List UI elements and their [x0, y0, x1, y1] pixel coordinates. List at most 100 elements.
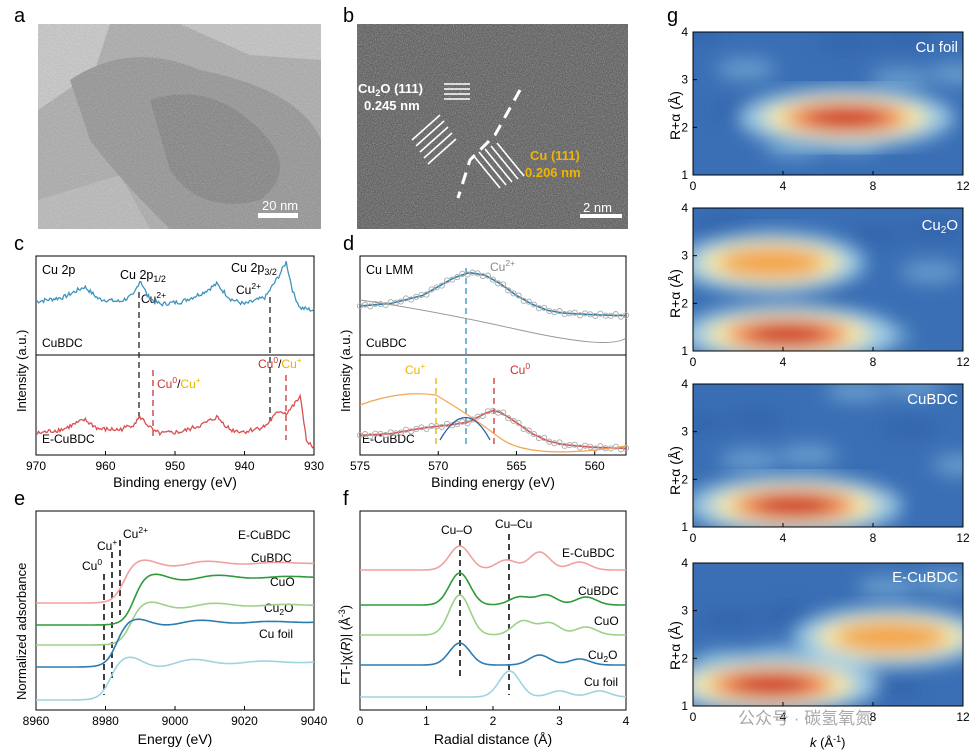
heatmap-peak [754, 495, 834, 516]
tem-image-a: 20 nm [38, 24, 321, 229]
panel-e-x-tick-label: 9000 [162, 714, 189, 728]
panel-d-point [408, 428, 415, 435]
annot-f-cuo: Cu–O [441, 523, 472, 537]
scale-bar-a [258, 213, 298, 218]
scale-label-b: 2 nm [583, 200, 612, 215]
panel-f-ylabel: FT-|χ(R)| (Å-3) [337, 605, 353, 685]
annot-e-cuplus: Cu+ [97, 537, 117, 553]
panel-c-x-tick-label: 930 [304, 459, 324, 473]
panel-d-point [571, 309, 578, 316]
annot-c-cu0cup-1: Cu0/Cu+ [157, 375, 201, 391]
panel-d-x-tick-label: 565 [506, 459, 526, 473]
g-ylabel-2: R+α (Å) [667, 269, 683, 318]
panel-d-point [428, 286, 435, 293]
scale-bar-b [580, 214, 622, 218]
panel-d-point [413, 293, 420, 300]
panel-c-series-1-label: CuBDC [42, 336, 83, 350]
annot-e-cu0: Cu0 [82, 557, 102, 573]
panel-d-point [454, 274, 461, 281]
heatmap-ytick-label: 3 [681, 249, 688, 263]
panel-e-xlabel: Energy (eV) [138, 731, 213, 747]
panel-e-line-0 [36, 559, 314, 604]
panel-d-point [622, 444, 630, 452]
annot-d-cuplus: Cu+ [405, 361, 425, 377]
heatmap-xtick-label: 12 [956, 710, 970, 724]
label-cu-spacing: 0.206 nm [525, 165, 581, 180]
panel-d-x-tick-label: 575 [350, 459, 370, 473]
panel-d-point [576, 312, 584, 319]
g-ylabel-4: R+α (Å) [667, 621, 683, 670]
panel-f-x-tick-label: 3 [556, 714, 563, 728]
panel-e: Normalized adsorbance Energy (eV) E-CuBD… [14, 510, 328, 747]
panel-letter-g: g [667, 5, 678, 27]
panel-d-point [556, 308, 563, 315]
panel-c-x-tick-label: 950 [165, 459, 185, 473]
g-map-label-ecubdc: E-CuBDC [892, 569, 958, 586]
panel-e-label-cubdc: CuBDC [251, 551, 292, 565]
heatmap-xtick-label: 0 [690, 710, 697, 724]
panel-d-point [438, 282, 445, 289]
panel-e-x-tick-label: 9020 [231, 714, 258, 728]
panel-c-title: Cu 2p [42, 263, 75, 277]
panel-c-x-tick-label: 960 [95, 459, 115, 473]
panel-d-point [556, 439, 563, 446]
heatmap-xtick-label: 4 [780, 355, 787, 369]
panel-d-point [597, 443, 604, 450]
heatmap-peak [732, 674, 812, 695]
panel-d-point [530, 430, 537, 438]
panel-d-point [592, 445, 599, 452]
heatmap-xtick-label: 8 [870, 355, 877, 369]
heatmap-ytick-label: 4 [681, 556, 688, 570]
annot-f-cucu: Cu–Cu [495, 517, 532, 531]
panel-d-point [397, 429, 404, 436]
panel-d-point [597, 310, 604, 317]
panel-f-x-tick-label: 2 [490, 714, 497, 728]
heatmap-ytick-label: 2 [681, 651, 688, 665]
panel-letter-b: b [343, 5, 354, 27]
heatmap-peak [718, 247, 825, 279]
panel-c-x-tick-label: 940 [234, 459, 254, 473]
panel-d-point [500, 281, 507, 288]
heatmap-ytick-label: 1 [681, 168, 688, 182]
panel-d-point [362, 431, 369, 438]
panel-d-point [449, 276, 456, 283]
panel-d-point [367, 303, 374, 310]
panel-d-x-tick-label: 560 [585, 459, 605, 473]
panel-e-line-2 [36, 601, 314, 646]
heatmap-xtick-label: 0 [690, 355, 697, 369]
panel-e-x-tick-label: 8960 [23, 714, 50, 728]
heatmap-xtick-label: 8 [870, 531, 877, 545]
panel-d-point [382, 301, 389, 309]
panel-e-line-3 [36, 618, 314, 668]
panel-f-line-4 [360, 670, 627, 698]
panel-e-x-tick-label: 9040 [301, 714, 328, 728]
annot-cu2p32: Cu 2p3/2 [231, 261, 277, 277]
panel-d-point [474, 270, 481, 277]
heatmap-xtick-label: 4 [780, 531, 787, 545]
panel-d-point [484, 272, 491, 279]
panel-d-ylabel: Intensity (a.u.) [338, 330, 353, 412]
panel-d-point [525, 427, 532, 434]
heatmap-peak [806, 108, 886, 128]
heatmap-ytick-label: 2 [681, 120, 688, 134]
panel-d-point [454, 421, 461, 428]
heatmap-xtick-label: 8 [870, 179, 877, 193]
panel-d-sample-2: E-CuBDC [362, 432, 415, 446]
panel-c-series-2-label: E-CuBDC [42, 432, 95, 446]
panel-d-point [587, 443, 594, 450]
annot-e-cu2plus: Cu2+ [123, 525, 148, 541]
panel-d-point [464, 420, 471, 427]
heatmap-ytick-label: 1 [681, 344, 688, 358]
g-map-label-cufoil: Cu foil [915, 39, 958, 56]
panel-c-line-0 [35, 261, 315, 312]
panel-d-component-cu2plus [439, 416, 491, 441]
heatmap-frame [692, 31, 964, 176]
panel-letter-f: f [343, 488, 349, 510]
g-ylabel-3: R+α (Å) [667, 446, 683, 495]
label-cu2o-spacing: 0.245 nm [364, 98, 420, 113]
annot-d-cu2plus: Cu2+ [490, 258, 515, 274]
